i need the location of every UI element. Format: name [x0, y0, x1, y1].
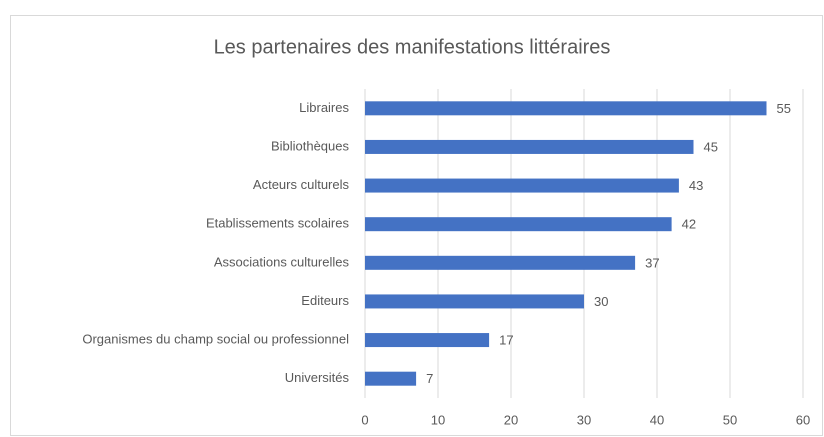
- y-tick-label: Organismes du champ social ou profession…: [82, 332, 349, 347]
- value-label: 7: [426, 371, 433, 386]
- x-tick-label: 10: [431, 412, 445, 427]
- x-tick-label: 40: [650, 412, 664, 427]
- bar: [365, 333, 490, 348]
- bar: [365, 178, 679, 193]
- value-label: 17: [499, 333, 513, 348]
- y-tick-label: Libraires: [299, 100, 349, 115]
- x-tick-label: 20: [504, 412, 518, 427]
- x-tick-label: 60: [796, 412, 810, 427]
- bar: [365, 294, 584, 309]
- y-tick-label: Associations culturelles: [214, 254, 350, 269]
- value-label: 37: [645, 255, 659, 270]
- bar: [365, 371, 417, 386]
- value-label: 42: [682, 217, 696, 232]
- bar: [365, 101, 767, 116]
- x-tick-label: 50: [723, 412, 737, 427]
- value-label: 55: [777, 101, 791, 116]
- y-tick-label: Bibliothèques: [271, 138, 350, 153]
- value-label: 45: [704, 139, 718, 154]
- value-label: 43: [689, 178, 703, 193]
- x-tick-label: 30: [577, 412, 591, 427]
- bar: [365, 217, 672, 232]
- x-tick-label: 0: [361, 412, 368, 427]
- value-label: 30: [594, 294, 608, 309]
- bar: [365, 255, 636, 270]
- y-tick-label: Acteurs culturels: [253, 177, 350, 192]
- y-tick-label: Editeurs: [301, 293, 349, 308]
- y-tick-label: Etablissements scolaires: [206, 216, 350, 231]
- chart-title: Les partenaires des manifestations litté…: [214, 36, 611, 58]
- y-tick-label: Universités: [285, 370, 350, 385]
- bar: [365, 139, 694, 154]
